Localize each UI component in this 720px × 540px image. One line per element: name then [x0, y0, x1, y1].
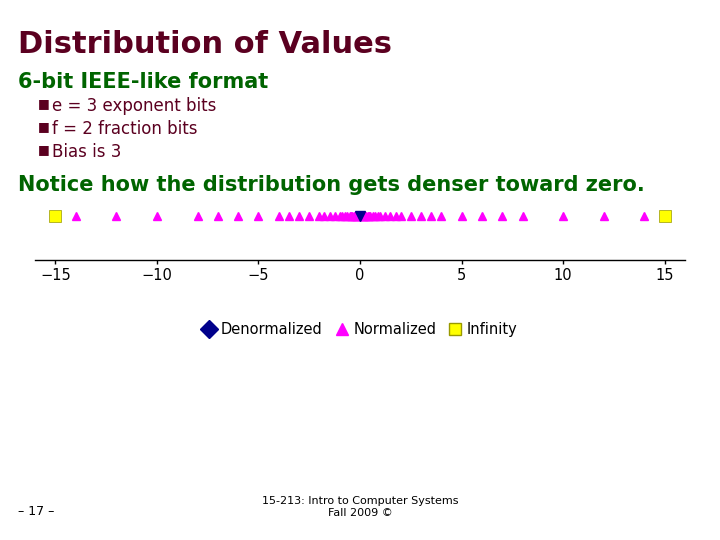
Text: – 17 –: – 17 –: [18, 505, 55, 518]
Text: Bias is 3: Bias is 3: [52, 143, 122, 161]
Text: Distribution of Values: Distribution of Values: [18, 30, 392, 59]
Text: ■: ■: [38, 120, 50, 133]
Text: f = 2 fraction bits: f = 2 fraction bits: [52, 120, 197, 138]
Text: e = 3 exponent bits: e = 3 exponent bits: [52, 97, 217, 115]
Text: Notice how the distribution gets denser toward zero.: Notice how the distribution gets denser …: [18, 175, 644, 195]
Text: 6-bit IEEE-like format: 6-bit IEEE-like format: [18, 72, 269, 92]
Text: ■: ■: [38, 143, 50, 156]
Text: ■: ■: [38, 97, 50, 110]
Legend: Denormalized, Normalized, Infinity: Denormalized, Normalized, Infinity: [197, 316, 523, 343]
Text: 15-213: Intro to Computer Systems
Fall 2009 ©: 15-213: Intro to Computer Systems Fall 2…: [262, 496, 458, 518]
